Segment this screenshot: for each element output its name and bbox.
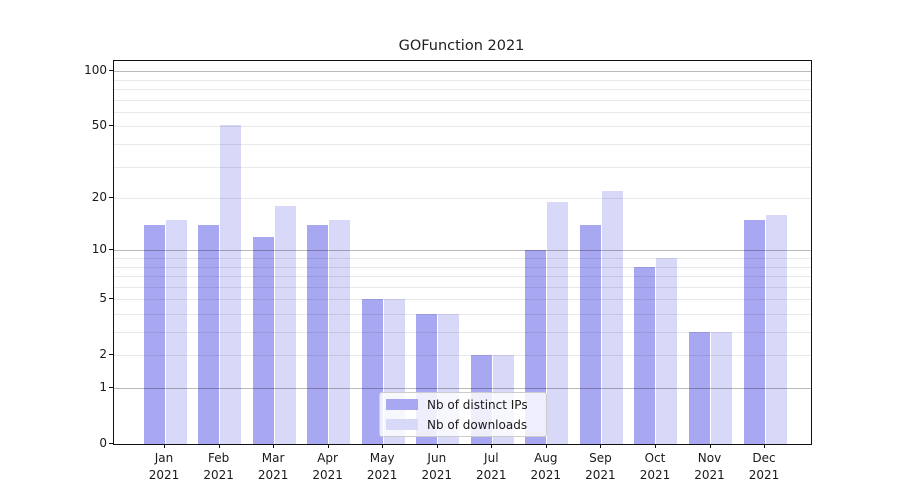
x-tick-month-oct: Oct	[644, 451, 666, 465]
x-axis-tick-label-aug: Aug 2021	[506, 450, 586, 483]
bar-distinct-ips-jan	[143, 225, 165, 444]
bar-distinct-ips-sep	[579, 225, 601, 444]
y-axis-tick-label-50: 50	[91, 118, 107, 133]
y-axis-tick-label-2: 2	[99, 347, 107, 362]
bars-layer	[114, 61, 811, 444]
y-axis-tick-label-0: 0	[99, 436, 107, 450]
x-tick-month-mar: Mar	[261, 451, 285, 465]
x-axis-tick-label-may: May 2021	[342, 450, 422, 483]
x-tick-month-jan: Jan	[154, 451, 174, 465]
legend: Nb of distinct IPs Nb of downloads	[379, 392, 547, 437]
x-tick-month-jul: Jul	[484, 451, 499, 465]
bar-downloads-mar	[274, 206, 296, 444]
x-axis-tick-label-oct: Oct 2021	[615, 450, 695, 483]
plot-area	[113, 60, 812, 445]
x-axis-tick-label-mar: Mar 2021	[233, 450, 313, 483]
y-axis-tick-label-10: 10	[91, 242, 107, 257]
bar-downloads-feb	[220, 124, 242, 444]
y-axis-tick-label-1: 1	[99, 380, 107, 394]
bar-distinct-ips-dec	[743, 220, 765, 444]
bar-downloads-apr	[329, 220, 351, 444]
x-axis-tick-label-jan: Jan 2021	[124, 450, 204, 483]
x-tick-month-aug: Aug	[534, 451, 558, 465]
x-axis-tick-label-jun: Jun 2021	[397, 450, 477, 483]
bar-distinct-ips-may	[361, 299, 383, 444]
bar-downloads-sep	[601, 190, 623, 444]
bar-distinct-ips-oct	[634, 266, 656, 444]
x-tick-year-oct: 2021	[639, 467, 671, 482]
x-axis-tick-label-feb: Feb 2021	[179, 450, 259, 483]
legend-swatch-downloads	[386, 419, 418, 430]
x-axis-tick-label-sep: Sep 2021	[560, 450, 640, 483]
y-axis-tick-label-20: 20	[91, 190, 107, 205]
x-tick-month-feb: Feb	[207, 451, 230, 465]
bar-distinct-ips-feb	[198, 225, 220, 444]
x-axis-tick-label-nov: Nov 2021	[670, 450, 750, 483]
bar-downloads-dec	[765, 215, 787, 444]
legend-entry-downloads: Nb of downloads	[386, 417, 540, 432]
x-tick-year-jan: 2021	[148, 467, 180, 482]
x-tick-year-apr: 2021	[312, 467, 343, 482]
x-tick-year-jun: 2021	[421, 467, 453, 482]
x-axis-tick-label-apr: Apr 2021	[288, 450, 368, 483]
bar-downloads-oct	[656, 258, 678, 444]
x-tick-month-sep: Sep	[589, 451, 612, 465]
bar-distinct-ips-nov	[689, 332, 710, 444]
x-tick-month-apr: Apr	[317, 451, 338, 465]
legend-label-downloads: Nb of downloads	[427, 417, 528, 432]
x-tick-month-nov: Nov	[697, 451, 722, 465]
bar-downloads-jan	[165, 220, 187, 444]
chart-title: GOFunction 2021	[398, 38, 525, 54]
x-tick-year-feb: 2021	[203, 467, 234, 482]
x-tick-year-dec: 2021	[748, 467, 780, 482]
x-tick-month-dec: Dec	[752, 451, 776, 465]
x-tick-year-mar: 2021	[257, 467, 289, 482]
x-tick-year-jul: 2021	[476, 467, 507, 482]
bar-distinct-ips-apr	[307, 225, 329, 444]
x-tick-month-jun: Jun	[427, 451, 447, 465]
y-axis-tick-label-100: 100	[84, 63, 107, 78]
legend-entry-distinct-ips: Nb of distinct IPs	[386, 397, 540, 412]
bar-distinct-ips-mar	[252, 236, 274, 444]
x-axis-tick-label-dec: Dec 2021	[724, 450, 804, 483]
y-axis-tick-label-5: 5	[99, 291, 107, 306]
x-tick-year-nov: 2021	[694, 467, 725, 482]
bar-downloads-aug	[547, 202, 569, 444]
x-tick-year-aug: 2021	[530, 467, 562, 482]
x-tick-year-sep: 2021	[585, 467, 616, 482]
x-tick-year-may: 2021	[366, 467, 398, 482]
bar-downloads-nov	[711, 332, 732, 444]
legend-label-distinct-ips: Nb of distinct IPs	[427, 397, 528, 412]
x-axis-tick-label-jul: Jul 2021	[451, 450, 531, 483]
legend-swatch-distinct-ips	[386, 399, 418, 410]
x-tick-month-may: May	[369, 451, 395, 465]
